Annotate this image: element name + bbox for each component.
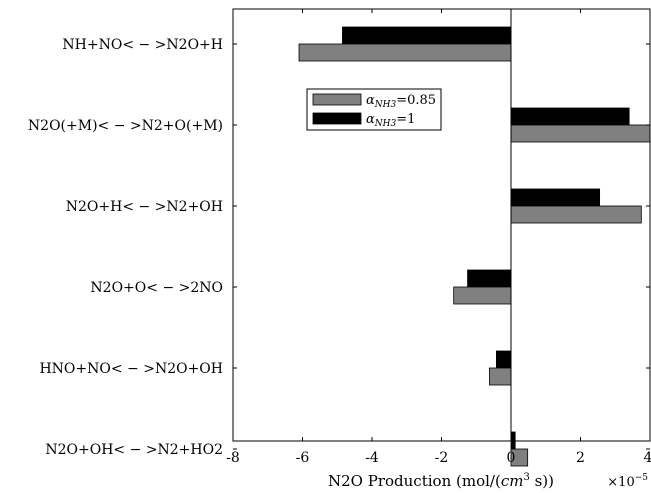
legend-swatch-alpha-0.85 [312,93,362,106]
x-tick-label-2: -4 [365,450,379,466]
bar-alpha-0.85-3 [453,286,512,305]
x-tick-label-1: -6 [296,450,310,466]
category-label-2: N2O+H< − >N2+OH [66,199,223,215]
bar-alpha-1-3 [467,269,512,288]
bar-alpha-1-1 [510,107,630,126]
bar-alpha-0.85-1 [510,124,651,143]
category-label-4: HNO+NO< − >N2O+OH [39,361,223,377]
plot-frame [232,8,651,442]
legend-label-alpha-0.85: αNH3=0.85 [366,93,436,110]
category-label-5: N2O+OH< − >N2+HO2 [45,442,223,458]
bar-alpha-0.85-5 [510,448,529,467]
category-label-1: N2O(+M)< − >N2+O(+M) [28,118,223,134]
bar-alpha-1-0 [342,26,512,45]
legend: αNH3=0.85 αNH3=1 [306,88,442,131]
bar-alpha-0.85-2 [510,205,642,224]
bar-alpha-1-4 [496,350,512,369]
category-labels: NH+NO< − >N2O+H N2O(+M)< − >N2+O(+M) N2O+H… [28,37,223,458]
category-label-3: N2O+O< − >2NO [90,280,223,296]
x-axis-label: N2O Production (mol/(cm3 s)) [328,472,554,490]
bar-alpha-0.85-4 [489,367,512,386]
x-tick-label-5: 2 [576,450,585,466]
x-tick-label-3: -2 [435,450,449,466]
bar-alpha-1-2 [510,188,601,207]
x-tick-label-0: -8 [226,450,240,466]
x-tick-label-6: 4 [644,450,651,466]
x-tick-label-4: 0 [507,450,516,466]
x-axis-exponent: ×10−5 [607,473,648,490]
category-label-0: NH+NO< − >N2O+H [62,37,223,53]
legend-label-alpha-1: αNH3=1 [366,112,415,129]
ticks-layer: -8 -6 -4 -2 0 2 4 [226,9,651,466]
legend-swatch-alpha-1 [312,112,362,125]
bar-alpha-0.85-0 [298,43,512,62]
